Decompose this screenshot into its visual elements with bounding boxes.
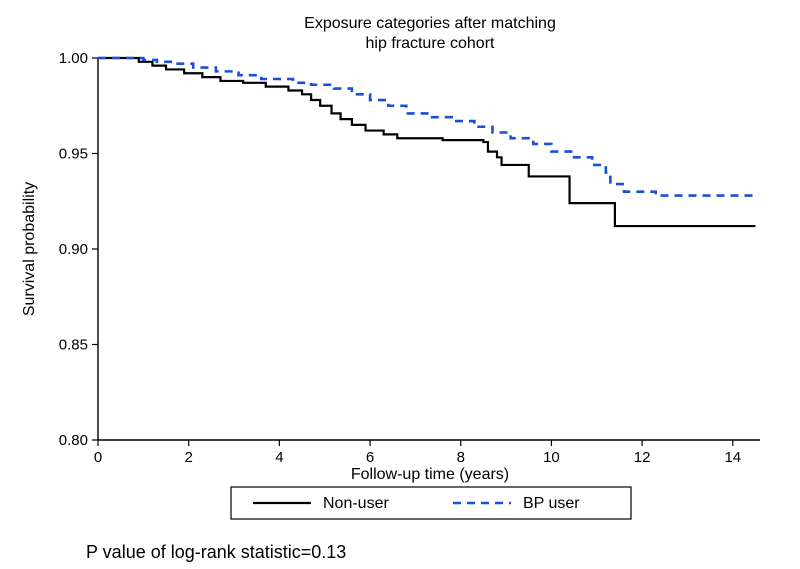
survival-chart: Exposure categories after matching hip f… [0,0,800,569]
y-axis-label: Survival probability [21,182,38,316]
series-non-user [98,58,755,226]
x-tick-label: 8 [457,449,465,466]
chart-title-line2: hip fracture cohort [366,35,496,52]
x-tick-label: 14 [724,449,741,466]
x-axis-label: Follow-up time (years) [351,466,509,483]
x-tick-label: 12 [634,449,651,466]
series-bp-user [98,58,755,196]
legend-label: BP user [523,495,580,512]
x-tick-label: 2 [185,449,193,466]
chart-title-line1: Exposure categories after matching [304,15,556,32]
series-group [98,58,755,226]
y-tick-label: 0.95 [59,146,88,163]
x-tick-label: 0 [94,449,102,466]
y-tick-label: 0.85 [59,337,88,354]
x-tick-label: 4 [275,449,283,466]
x-tick-label: 6 [366,449,374,466]
y-tick-label: 1.00 [59,50,88,67]
x-tick-label: 10 [543,449,560,466]
y-tick-label: 0.80 [59,432,88,449]
legend: Non-user BP user [231,487,631,519]
legend-label: Non-user [323,495,389,512]
p-value-text: P value of log-rank statistic=0.13 [86,542,346,562]
y-tick-label: 0.90 [59,241,88,258]
